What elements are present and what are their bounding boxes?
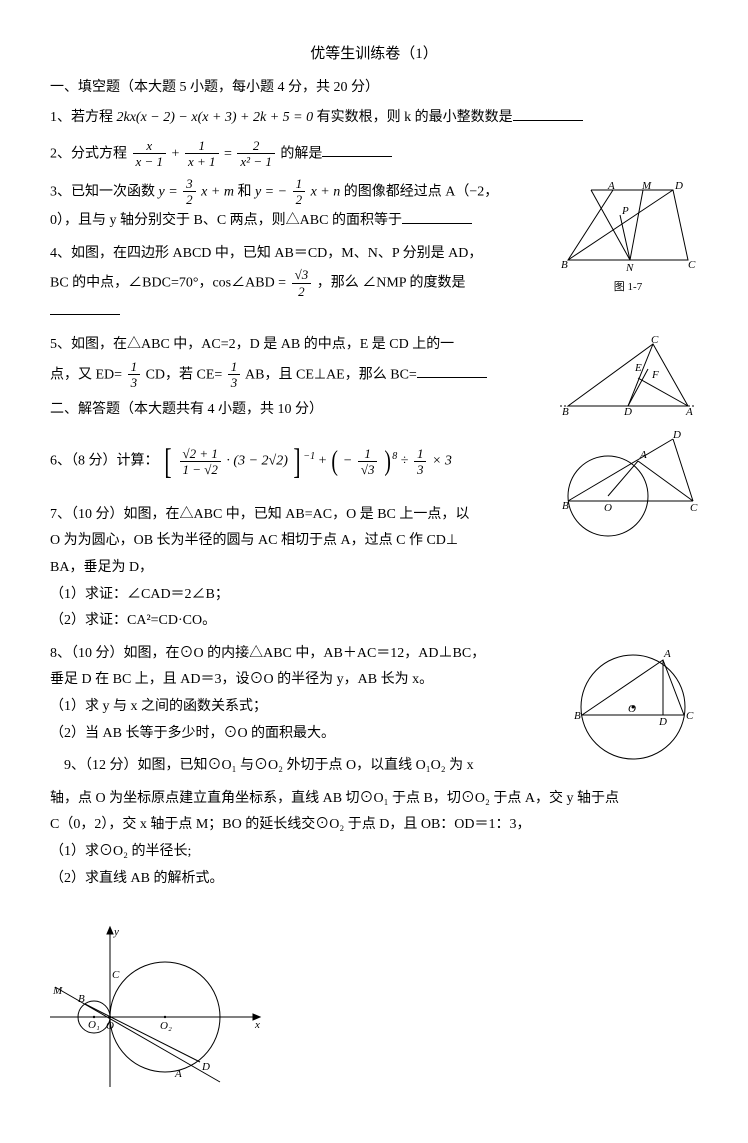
q6-exp-2: 8 — [392, 451, 397, 462]
q4-text-a: 4、如图，在四边形 ABCD 中，已知 AB＝CD，M、N、P 分别是 AD， — [50, 246, 482, 261]
question-9-cont: 轴，点 O 为坐标原点建立直角坐标系，直线 AB 切⊙O₁ 于点 B，切⊙O₂ … — [50, 786, 698, 892]
q7-text-a: 7、（10 分）如图，在△ABC 中，已知 AB=AC，O 是 BC 上一点，以 — [50, 507, 469, 522]
svg-text:B: B — [562, 406, 569, 416]
q9-sub-1: （1）求⊙O₂ 的半径长; — [50, 844, 191, 859]
q5-text-c: CD，若 CE= — [146, 367, 226, 382]
q1-equation: 2kx(x − 2) − x(x + 3) + 2k + 5 = 0 — [117, 110, 314, 125]
q7-sub-1: （1）求证：∠CAD＝2∠B； — [50, 587, 229, 602]
q9-text-c: C（0，2），交 x 轴于点 M；BO 的延长线交⊙O₂ 于点 D，且 OB：O… — [50, 817, 531, 832]
q9-sub-2: （2）求直线 AB 的解析式。 — [50, 871, 223, 886]
q9-text-b: 轴，点 O 为坐标原点建立直角坐标系，直线 AB 切⊙O₁ 于点 B，切⊙O₂ … — [50, 791, 619, 806]
q3-y1: y = — [159, 184, 182, 199]
question-4: 4、如图，在四边形 ABCD 中，已知 AB＝CD，M、N、P 分别是 AD， … — [50, 241, 698, 326]
q8-sub-1: （1）求 y 与 x 之间的函数关系式； — [50, 699, 267, 714]
q2-text-a: 2、分式方程 — [50, 146, 131, 161]
q1-text-a: 1、若方程 — [50, 110, 117, 125]
q5-blank — [417, 363, 487, 378]
q5-frac-1: 13 — [128, 359, 141, 391]
svg-text:O: O — [106, 1020, 114, 1032]
q6-tail: × 3 — [432, 454, 452, 469]
q6-frac-1: √2 + 11 − √2 — [180, 446, 221, 478]
question-1: 1、若方程 2kx(x − 2) − x(x + 3) + 2k + 5 = 0… — [50, 105, 698, 132]
q3-text-a: 3、已知一次函数 — [50, 184, 159, 199]
q7-text-b: O 为为圆心，OB 长为半径的圆与 AC 相切于点 A，过点 C 作 CD⊥ — [50, 533, 458, 548]
q6-div: ÷ — [401, 454, 412, 469]
q6-plus: + — [319, 454, 330, 469]
question-2: 2、分式方程 xx − 1 + 1x + 1 = 2x² − 1 的解是 — [50, 138, 698, 170]
q6-frac-3: 13 — [414, 446, 427, 478]
page-title: 优等生训练卷（1） — [50, 40, 698, 69]
q8-text-a: 8、（10 分）如图，在⊙O 的内接△ABC 中，AB＋AC＝12，AD⊥BC， — [50, 646, 485, 661]
q2-plus: + — [172, 146, 183, 161]
q2-blank — [322, 142, 392, 157]
q1-blank — [513, 106, 583, 121]
figure-q9: y x C B M O₁ O O₂ A D — [50, 922, 698, 1103]
svg-text:C: C — [112, 969, 120, 981]
svg-text:y: y — [113, 926, 119, 938]
q4-blank — [50, 300, 120, 315]
q3-text-c: 0），且与 y 轴分别交于 B、C 两点，则△ABC 的面积等于 — [50, 213, 402, 228]
q9-text-a: 9、（12 分）如图，已知⊙O₁ 与⊙O₂ 外切于点 O，以直线 O₁O₂ 为 … — [50, 758, 474, 773]
rparen-icon: ) — [384, 435, 391, 488]
question-5: 5、如图，在△ABC 中，AC=2，D 是 AB 的中点，E 是 CD 上的一 … — [50, 332, 698, 391]
q2-frac-1: xx − 1 — [133, 138, 167, 170]
svg-text:M: M — [52, 985, 63, 997]
q4-text-c: ，那么 ∠NMP 的度数是 — [317, 276, 466, 291]
q6-exp-1: −1 — [303, 451, 315, 462]
question-8: 8、（10 分）如图，在⊙O 的内接△ABC 中，AB＋AC＝12，AD⊥BC，… — [50, 641, 698, 747]
lbracket-icon: [ — [164, 427, 171, 495]
q7-text-c: BA，垂足为 D， — [50, 560, 153, 575]
q6-frac-2: 1√3 — [358, 446, 378, 478]
svg-text:A: A — [174, 1068, 182, 1080]
q8-text-b: 垂足 D 在 BC 上，且 AD＝3，设⊙O 的半径为 y，AB 长为 x。 — [50, 672, 433, 687]
q2-frac-2: 1x + 1 — [185, 138, 219, 170]
q4-text-b: BC 的中点，∠BDC=70°，cos∠ABD = — [50, 276, 290, 291]
q3-frac-1: 32 — [183, 176, 196, 208]
svg-text:D: D — [623, 406, 632, 416]
svg-text:O₂: O₂ — [160, 1020, 172, 1032]
q3-frac-2: 12 — [293, 176, 306, 208]
q5-text-b: 点，又 ED= — [50, 367, 126, 382]
q5-text-a: 5、如图，在△ABC 中，AC=2，D 是 AB 的中点，E 是 CD 上的一 — [50, 337, 454, 352]
question-9: 9、（12 分）如图，已知⊙O₁ 与⊙O₂ 外切于点 O，以直线 O₁O₂ 为 … — [50, 753, 698, 780]
svg-text:B: B — [78, 993, 85, 1005]
q2-frac-3: 2x² − 1 — [237, 138, 274, 170]
q3-y2b: x + n — [311, 184, 341, 199]
q5-text-d: AB，且 CE⊥AE，那么 BC= — [245, 367, 417, 382]
rbracket-icon: ] — [294, 427, 301, 495]
question-3: 3、已知一次函数 y = 32 x + m 和 y = − 12 x + n 的… — [50, 176, 698, 235]
q3-y1b: x + m — [201, 184, 234, 199]
q2-text-b: 的解是 — [280, 146, 322, 161]
q7-sub-2: （2）求证：CA²=CD·CO。 — [50, 613, 216, 628]
question-7: 7、（10 分）如图，在△ABC 中，已知 AB=AC，O 是 BC 上一点，以… — [50, 502, 698, 635]
q3-blank — [402, 209, 472, 224]
q3-y2: y = − — [255, 184, 287, 199]
q6-dot: · — [226, 454, 230, 469]
q6-neg: − — [343, 454, 352, 469]
q2-eq: = — [224, 146, 235, 161]
q3-and: 和 — [237, 184, 255, 199]
q1-text-b: 有实数根，则 k 的最小整数数是 — [313, 110, 513, 125]
q3-text-b: 的图像都经过点 A（−2， — [344, 184, 499, 199]
q6-paren1: (3 − 2√2) — [233, 454, 287, 469]
svg-text:O₁: O₁ — [88, 1019, 100, 1031]
section-1-header: 一、填空题（本大题 5 小题，每小题 4 分，共 20 分） — [50, 75, 698, 102]
q8-sub-2: （2）当 AB 长等于多少时，⊙O 的面积最大。 — [50, 726, 335, 741]
q5-frac-2: 13 — [228, 359, 241, 391]
q6-text-a: 6、（8 分）计算： — [50, 454, 159, 469]
lparen-icon: ( — [331, 435, 338, 488]
svg-text:x: x — [254, 1019, 260, 1031]
question-6: 6、（8 分）计算： [ √2 + 11 − √2 · (3 − 2√2) ]−… — [50, 427, 698, 495]
svg-text:A: A — [685, 406, 693, 416]
q4-frac: √32 — [292, 267, 312, 299]
